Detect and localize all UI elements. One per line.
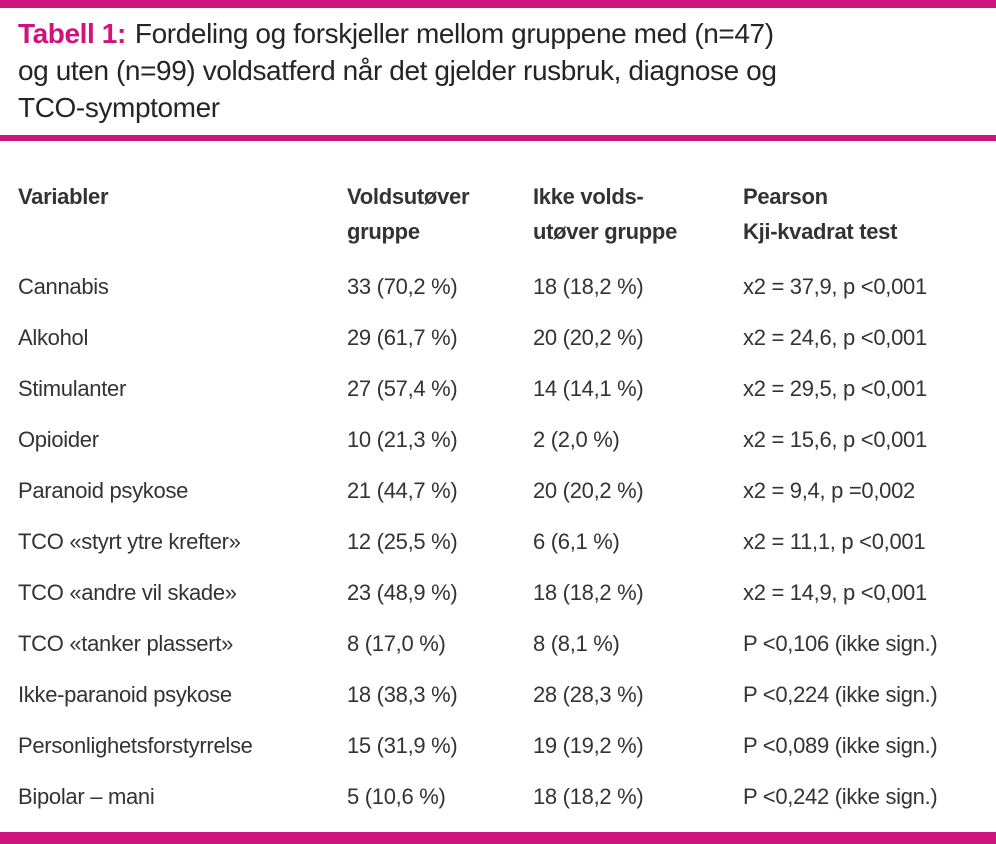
bottom-accent-bar: [0, 832, 996, 844]
cell-variable: Cannabis: [18, 273, 109, 299]
table-row-ikke-paranoid-psykose: Ikke-paranoid psykose 18 (38,3 %) 28 (28…: [18, 669, 978, 720]
header-text: Ikke volds-: [533, 184, 644, 209]
cell-variable: Stimulanter: [18, 375, 126, 401]
table-row-alkohol: Alkohol 29 (61,7 %) 20 (20,2 %) x2 = 24,…: [18, 312, 978, 363]
cell-variable: Paranoid psykose: [18, 477, 189, 503]
cell-ikke-voldsutover: 8 (8,1 %): [533, 630, 620, 656]
cell-variable: TCO «andre vil skade»: [18, 579, 237, 605]
caption-divider-rule: [0, 135, 996, 141]
table-caption-label: Tabell 1:: [18, 18, 126, 49]
cell-voldsutover: 27 (57,4 %): [347, 375, 458, 401]
table-header-row: Variabler Voldsutøver gruppe Ikke volds-…: [18, 179, 978, 249]
table-row-opioider: Opioider 10 (21,3 %) 2 (2,0 %) x2 = 15,6…: [18, 414, 978, 465]
table-row-personlighetsforstyrrelse: Personlighetsforstyrrelse 15 (31,9 %) 19…: [18, 720, 978, 771]
cell-ikke-voldsutover: 14 (14,1 %): [533, 375, 644, 401]
top-accent-bar: [0, 0, 996, 8]
column-header-voldsutover-gruppe: Voldsutøver gruppe: [347, 179, 533, 249]
cell-ikke-voldsutover: 18 (18,2 %): [533, 273, 644, 299]
table-row-paranoid-psykose: Paranoid psykose 21 (44,7 %) 20 (20,2 %)…: [18, 465, 978, 516]
cell-ikke-voldsutover: 18 (18,2 %): [533, 579, 644, 605]
cell-voldsutover: 12 (25,5 %): [347, 528, 458, 554]
caption-line-2: og uten (n=99) voldsatferd når det gjeld…: [18, 55, 777, 86]
cell-test: P <0,106 (ikke sign.): [743, 630, 938, 656]
cell-voldsutover: 5 (10,6 %): [347, 783, 446, 809]
cell-voldsutover: 10 (21,3 %): [347, 426, 458, 452]
cell-voldsutover: 18 (38,3 %): [347, 681, 458, 707]
cell-ikke-voldsutover: 20 (20,2 %): [533, 477, 644, 503]
cell-variable: Ikke-paranoid psykose: [18, 681, 232, 707]
cell-test: P <0,224 (ikke sign.): [743, 681, 938, 707]
cell-variable: Alkohol: [18, 324, 89, 350]
header-text: utøver gruppe: [533, 219, 677, 244]
cell-test: x2 = 37,9, p <0,001: [743, 273, 927, 299]
cell-test: x2 = 14,9, p <0,001: [743, 579, 927, 605]
cell-ikke-voldsutover: 20 (20,2 %): [533, 324, 644, 350]
column-header-variabler: Variabler: [18, 179, 347, 249]
cell-test: x2 = 11,1, p <0,001: [743, 528, 926, 554]
cell-ikke-voldsutover: 6 (6,1 %): [533, 528, 620, 554]
cell-test: x2 = 24,6, p <0,001: [743, 324, 927, 350]
cell-ikke-voldsutover: 19 (19,2 %): [533, 732, 644, 758]
header-text: gruppe: [347, 219, 420, 244]
cell-voldsutover: 8 (17,0 %): [347, 630, 446, 656]
caption-line-1: Fordeling og forskjeller mellom gruppene…: [134, 18, 774, 49]
cell-test: x2 = 29,5, p <0,001: [743, 375, 927, 401]
cell-test: P <0,089 (ikke sign.): [743, 732, 938, 758]
table-row-bipolar-mani: Bipolar – mani 5 (10,6 %) 18 (18,2 %) P …: [18, 771, 978, 822]
cell-ikke-voldsutover: 2 (2,0 %): [533, 426, 620, 452]
table-body: Cannabis 33 (70,2 %) 18 (18,2 %) x2 = 37…: [18, 261, 978, 822]
cell-variable: Opioider: [18, 426, 99, 452]
cell-variable: TCO «tanker plassert»: [18, 630, 234, 656]
cell-test: x2 = 9,4, p =0,002: [743, 477, 915, 503]
cell-test: P <0,242 (ikke sign.): [743, 783, 938, 809]
table-row-stimulanter: Stimulanter 27 (57,4 %) 14 (14,1 %) x2 =…: [18, 363, 978, 414]
caption-line-3: TCO-symptomer: [18, 92, 220, 123]
column-header-ikke-voldsutover-gruppe: Ikke volds- utøver gruppe: [533, 179, 743, 249]
cell-ikke-voldsutover: 18 (18,2 %): [533, 783, 644, 809]
cell-voldsutover: 23 (48,9 %): [347, 579, 458, 605]
table-caption: Tabell 1: Fordeling og forskjeller mellom…: [18, 15, 978, 126]
table-row-tco-andre-vil-skade: TCO «andre vil skade» 23 (48,9 %) 18 (18…: [18, 567, 978, 618]
header-text: Variabler: [18, 184, 109, 209]
header-text: Kji-kvadrat test: [743, 219, 898, 244]
cell-voldsutover: 33 (70,2 %): [347, 273, 458, 299]
table-row-tco-tanker-plassert: TCO «tanker plassert» 8 (17,0 %) 8 (8,1 …: [18, 618, 978, 669]
cell-voldsutover: 29 (61,7 %): [347, 324, 458, 350]
cell-ikke-voldsutover: 28 (28,3 %): [533, 681, 644, 707]
table-row-tco-styrt-ytre-krefter: TCO «styrt ytre krefter» 12 (25,5 %) 6 (…: [18, 516, 978, 567]
cell-test: x2 = 15,6, p <0,001: [743, 426, 927, 452]
cell-variable: Personlighetsforstyrrelse: [18, 732, 253, 758]
data-table: Variabler Voldsutøver gruppe Ikke volds-…: [0, 179, 996, 822]
cell-voldsutover: 15 (31,9 %): [347, 732, 458, 758]
header-text: Pearson: [743, 184, 828, 209]
cell-voldsutover: 21 (44,7 %): [347, 477, 458, 503]
column-header-pearson-kji-kvadrat: Pearson Kji-kvadrat test: [743, 179, 978, 249]
cell-variable: TCO «styrt ytre krefter»: [18, 528, 241, 554]
header-text: Voldsutøver: [347, 184, 470, 209]
cell-variable: Bipolar – mani: [18, 783, 155, 809]
table-row-cannabis: Cannabis 33 (70,2 %) 18 (18,2 %) x2 = 37…: [18, 261, 978, 312]
